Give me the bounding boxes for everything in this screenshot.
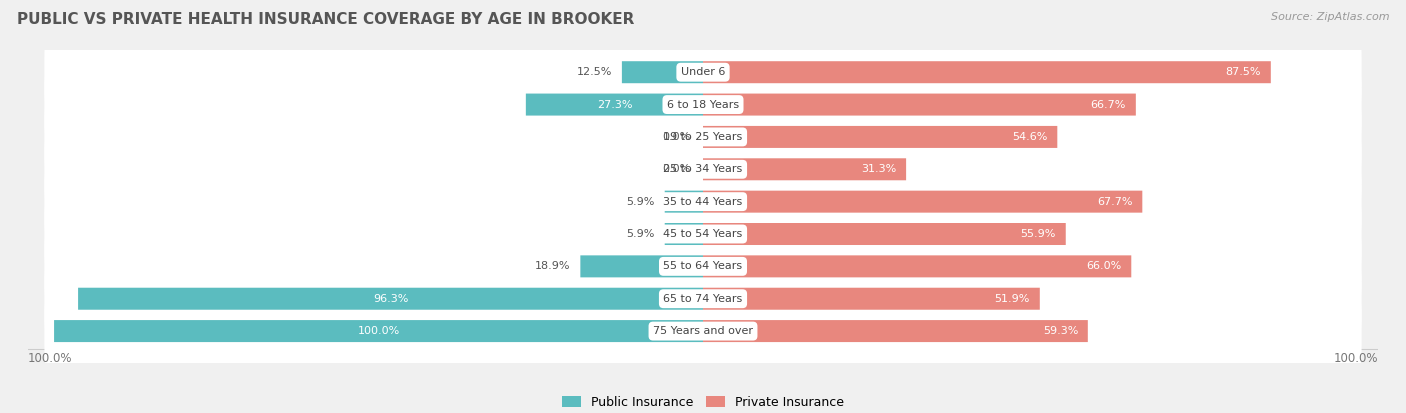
FancyBboxPatch shape (53, 121, 1353, 153)
FancyBboxPatch shape (703, 255, 1132, 278)
FancyBboxPatch shape (53, 315, 1353, 347)
Text: 55.9%: 55.9% (1021, 229, 1056, 239)
FancyBboxPatch shape (703, 158, 905, 180)
Text: 45 to 54 Years: 45 to 54 Years (664, 229, 742, 239)
Text: Source: ZipAtlas.com: Source: ZipAtlas.com (1271, 12, 1389, 22)
Text: 66.7%: 66.7% (1091, 100, 1126, 109)
FancyBboxPatch shape (703, 191, 1142, 213)
Text: 66.0%: 66.0% (1087, 261, 1122, 271)
FancyBboxPatch shape (53, 282, 1353, 315)
FancyBboxPatch shape (53, 153, 1353, 185)
Text: 100.0%: 100.0% (1333, 352, 1378, 365)
Text: 18.9%: 18.9% (536, 261, 571, 271)
FancyBboxPatch shape (581, 255, 703, 278)
Text: 100.0%: 100.0% (357, 326, 399, 336)
Text: 55 to 64 Years: 55 to 64 Years (664, 261, 742, 271)
Text: 65 to 74 Years: 65 to 74 Years (664, 294, 742, 304)
FancyBboxPatch shape (45, 271, 1361, 391)
FancyBboxPatch shape (45, 77, 1361, 197)
Text: 87.5%: 87.5% (1226, 67, 1261, 77)
Text: 59.3%: 59.3% (1043, 326, 1078, 336)
Text: 6 to 18 Years: 6 to 18 Years (666, 100, 740, 109)
FancyBboxPatch shape (45, 207, 1361, 326)
Text: 31.3%: 31.3% (860, 164, 897, 174)
Text: 25 to 34 Years: 25 to 34 Years (664, 164, 742, 174)
FancyBboxPatch shape (53, 218, 1353, 250)
Legend: Public Insurance, Private Insurance: Public Insurance, Private Insurance (557, 391, 849, 413)
FancyBboxPatch shape (53, 56, 1353, 88)
Text: 5.9%: 5.9% (627, 229, 655, 239)
FancyBboxPatch shape (703, 126, 1057, 148)
Text: 35 to 44 Years: 35 to 44 Years (664, 197, 742, 206)
FancyBboxPatch shape (45, 142, 1361, 261)
Text: Under 6: Under 6 (681, 67, 725, 77)
FancyBboxPatch shape (703, 288, 1040, 310)
FancyBboxPatch shape (45, 174, 1361, 294)
FancyBboxPatch shape (45, 45, 1361, 164)
FancyBboxPatch shape (703, 94, 1136, 116)
Text: 51.9%: 51.9% (994, 294, 1031, 304)
FancyBboxPatch shape (703, 223, 1066, 245)
Text: 19 to 25 Years: 19 to 25 Years (664, 132, 742, 142)
Text: 5.9%: 5.9% (627, 197, 655, 206)
FancyBboxPatch shape (703, 61, 1271, 83)
FancyBboxPatch shape (665, 223, 703, 245)
Text: 67.7%: 67.7% (1097, 197, 1133, 206)
FancyBboxPatch shape (79, 288, 703, 310)
Text: 100.0%: 100.0% (28, 352, 73, 365)
FancyBboxPatch shape (526, 94, 703, 116)
FancyBboxPatch shape (53, 320, 703, 342)
Text: PUBLIC VS PRIVATE HEALTH INSURANCE COVERAGE BY AGE IN BROOKER: PUBLIC VS PRIVATE HEALTH INSURANCE COVER… (17, 12, 634, 27)
Text: 75 Years and over: 75 Years and over (652, 326, 754, 336)
FancyBboxPatch shape (45, 110, 1361, 229)
Text: 54.6%: 54.6% (1012, 132, 1047, 142)
FancyBboxPatch shape (665, 191, 703, 213)
FancyBboxPatch shape (53, 185, 1353, 218)
FancyBboxPatch shape (621, 61, 703, 83)
Text: 0.0%: 0.0% (662, 164, 690, 174)
Text: 12.5%: 12.5% (576, 67, 612, 77)
FancyBboxPatch shape (45, 239, 1361, 358)
Text: 96.3%: 96.3% (373, 294, 408, 304)
Text: 27.3%: 27.3% (596, 100, 633, 109)
Text: 0.0%: 0.0% (662, 132, 690, 142)
FancyBboxPatch shape (45, 13, 1361, 132)
FancyBboxPatch shape (53, 88, 1353, 121)
FancyBboxPatch shape (703, 320, 1088, 342)
FancyBboxPatch shape (53, 250, 1353, 282)
